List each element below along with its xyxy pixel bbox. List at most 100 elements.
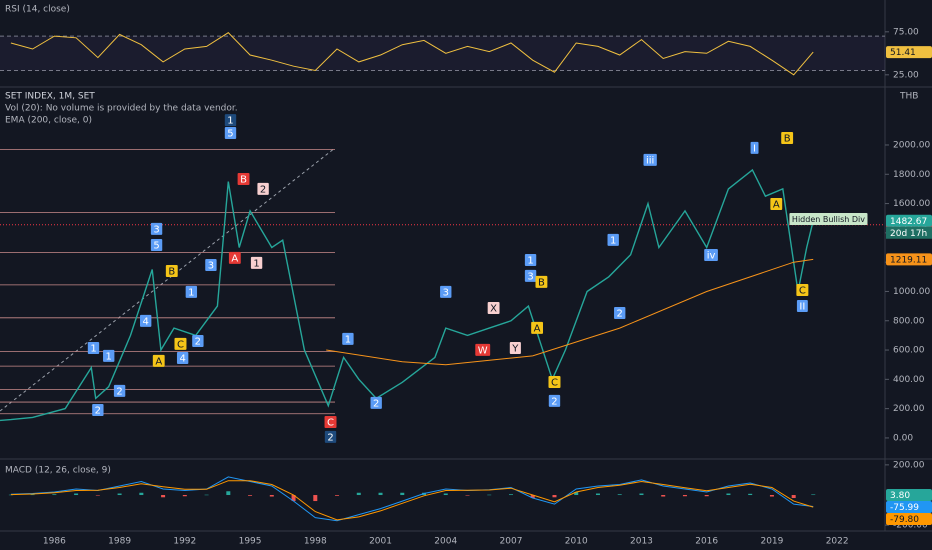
wave-label-box bbox=[152, 354, 165, 367]
wave-label-box bbox=[324, 415, 337, 428]
histogram-bar bbox=[617, 494, 622, 496]
wave-label: C bbox=[324, 415, 337, 428]
wave-label: Hidden Bullish Div bbox=[789, 212, 868, 225]
wave-label-text: 2 bbox=[373, 398, 379, 409]
wave-label-text: C bbox=[177, 339, 184, 350]
wave-label-box bbox=[475, 343, 491, 356]
wave-label: 5 bbox=[150, 239, 163, 252]
wave-label-box bbox=[770, 198, 783, 211]
wave-label-box bbox=[781, 131, 794, 144]
x-tick-label: 2001 bbox=[369, 537, 392, 547]
x-tick-label: 2019 bbox=[760, 537, 783, 547]
wave-label-box bbox=[150, 239, 163, 252]
series-line bbox=[10, 32, 814, 76]
wave-label-text: B bbox=[168, 266, 175, 277]
wave-label: 4 bbox=[176, 351, 189, 364]
wave-label: 2 bbox=[92, 403, 104, 416]
histogram-bar bbox=[487, 494, 492, 496]
wave-label-box bbox=[750, 141, 759, 154]
y-tick-label: 800.00 bbox=[893, 316, 925, 326]
wave-label-box bbox=[150, 222, 163, 235]
wave-label-box bbox=[92, 403, 104, 416]
wave-label-box bbox=[524, 269, 537, 282]
wave-label: 2 bbox=[614, 306, 626, 319]
x-tick-label: 1998 bbox=[304, 537, 327, 547]
wave-label-text: C bbox=[327, 417, 334, 428]
wave-label-box bbox=[224, 126, 237, 139]
histogram-bar bbox=[356, 492, 361, 496]
wave-label-box bbox=[789, 212, 868, 225]
histogram-bar bbox=[182, 495, 187, 497]
wave-label-text: 2 bbox=[260, 184, 266, 195]
price-tag bbox=[886, 214, 932, 227]
wave-label-box bbox=[535, 275, 548, 288]
wave-label: 3 bbox=[150, 222, 163, 235]
histogram-bar bbox=[139, 492, 144, 496]
wave-label-text: 1 bbox=[253, 258, 259, 269]
wave-label: 1 bbox=[250, 256, 263, 269]
wave-label-text: 2 bbox=[116, 386, 122, 397]
wave-label-text: Hidden Bullish Div bbox=[792, 215, 865, 224]
wave-label: A bbox=[770, 198, 783, 211]
wave-label: C bbox=[796, 283, 809, 296]
wave-label: A bbox=[531, 321, 544, 334]
wave-label-box bbox=[224, 114, 237, 127]
wave-label-text: 1 bbox=[610, 235, 616, 246]
histogram-bar bbox=[378, 492, 383, 496]
histogram-bar bbox=[530, 495, 535, 499]
wave-label: 3 bbox=[524, 269, 537, 282]
wave-label-text: W bbox=[478, 345, 488, 356]
histogram-bar bbox=[8, 494, 13, 496]
price-tag bbox=[886, 501, 932, 513]
wave-label-text: 4 bbox=[179, 353, 185, 364]
wave-label-text: 2 bbox=[195, 336, 201, 347]
histogram-bar bbox=[226, 491, 231, 496]
wave-label-box bbox=[205, 258, 217, 271]
wave-label-box bbox=[103, 349, 115, 362]
wave-label: X bbox=[487, 302, 500, 315]
wave-label: B bbox=[535, 275, 548, 288]
series-line bbox=[326, 258, 814, 366]
histogram-bar bbox=[552, 495, 557, 498]
wave-label-text: 5 bbox=[153, 241, 159, 252]
histogram-bar bbox=[769, 495, 774, 497]
histogram-bar bbox=[748, 493, 753, 496]
wave-label-text: X bbox=[490, 304, 497, 315]
wave-label-text: B bbox=[784, 133, 791, 144]
wave-label: 1 bbox=[524, 253, 537, 266]
wave-label: C bbox=[174, 337, 187, 350]
wave-label: 1 bbox=[224, 114, 237, 127]
x-tick-label: 2013 bbox=[630, 537, 653, 547]
x-tick-label: 2007 bbox=[500, 537, 523, 547]
wave-label-box bbox=[509, 341, 521, 354]
wave-label-box bbox=[796, 283, 809, 296]
wave-label-box bbox=[607, 233, 619, 246]
wave-label-box bbox=[548, 375, 561, 388]
histogram-bar bbox=[161, 495, 166, 498]
y-tick-label: 25.00 bbox=[893, 70, 919, 80]
countdown-bg bbox=[886, 226, 932, 239]
wave-label: B bbox=[237, 172, 250, 185]
wave-label-text: A bbox=[155, 356, 162, 367]
wave-label-text: 3 bbox=[208, 260, 214, 271]
wave-label-box bbox=[87, 341, 100, 354]
wave-label-text: 4 bbox=[143, 316, 149, 327]
wave-label: 2 bbox=[113, 384, 126, 397]
rsi-band-fill bbox=[0, 36, 885, 71]
wave-label: 2 bbox=[324, 430, 337, 443]
wave-label-box bbox=[342, 332, 354, 345]
wave-label: 3 bbox=[440, 285, 452, 298]
wave-label-box bbox=[174, 337, 187, 350]
wave-label-text: B bbox=[538, 277, 545, 288]
wave-label-text: 1 bbox=[527, 255, 533, 266]
wave-label: II bbox=[796, 299, 808, 312]
wave-label-box bbox=[440, 285, 452, 298]
histogram-bar bbox=[291, 495, 296, 502]
histogram-bar bbox=[726, 493, 731, 496]
histogram-bar bbox=[269, 495, 274, 497]
wave-label: iv bbox=[704, 248, 718, 261]
histogram-bar bbox=[52, 494, 57, 496]
rsi-title: RSI (14, close) bbox=[5, 5, 70, 15]
plot-layer: 75.00 25.00 51.41 0.00 200.00 400.00 600.00 800… bbox=[0, 27, 932, 547]
x-tick-label: 1989 bbox=[108, 537, 131, 547]
